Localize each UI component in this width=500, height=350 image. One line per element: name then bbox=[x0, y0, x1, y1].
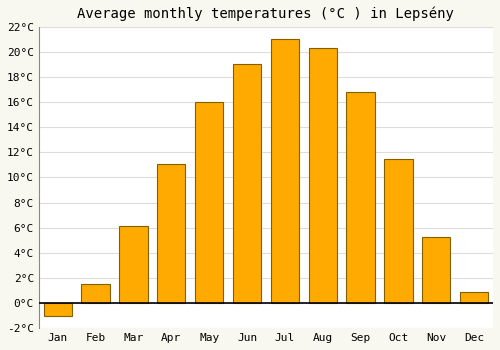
FancyBboxPatch shape bbox=[270, 39, 299, 303]
FancyBboxPatch shape bbox=[384, 159, 412, 303]
FancyBboxPatch shape bbox=[157, 164, 186, 303]
FancyBboxPatch shape bbox=[233, 64, 261, 303]
FancyBboxPatch shape bbox=[460, 292, 488, 303]
Title: Average monthly temperatures (°C ) in Lepsény: Average monthly temperatures (°C ) in Le… bbox=[78, 7, 454, 21]
FancyBboxPatch shape bbox=[346, 92, 375, 303]
FancyBboxPatch shape bbox=[195, 102, 224, 303]
FancyBboxPatch shape bbox=[82, 284, 110, 303]
FancyBboxPatch shape bbox=[422, 237, 450, 303]
FancyBboxPatch shape bbox=[119, 226, 148, 303]
FancyBboxPatch shape bbox=[44, 303, 72, 316]
FancyBboxPatch shape bbox=[308, 48, 337, 303]
